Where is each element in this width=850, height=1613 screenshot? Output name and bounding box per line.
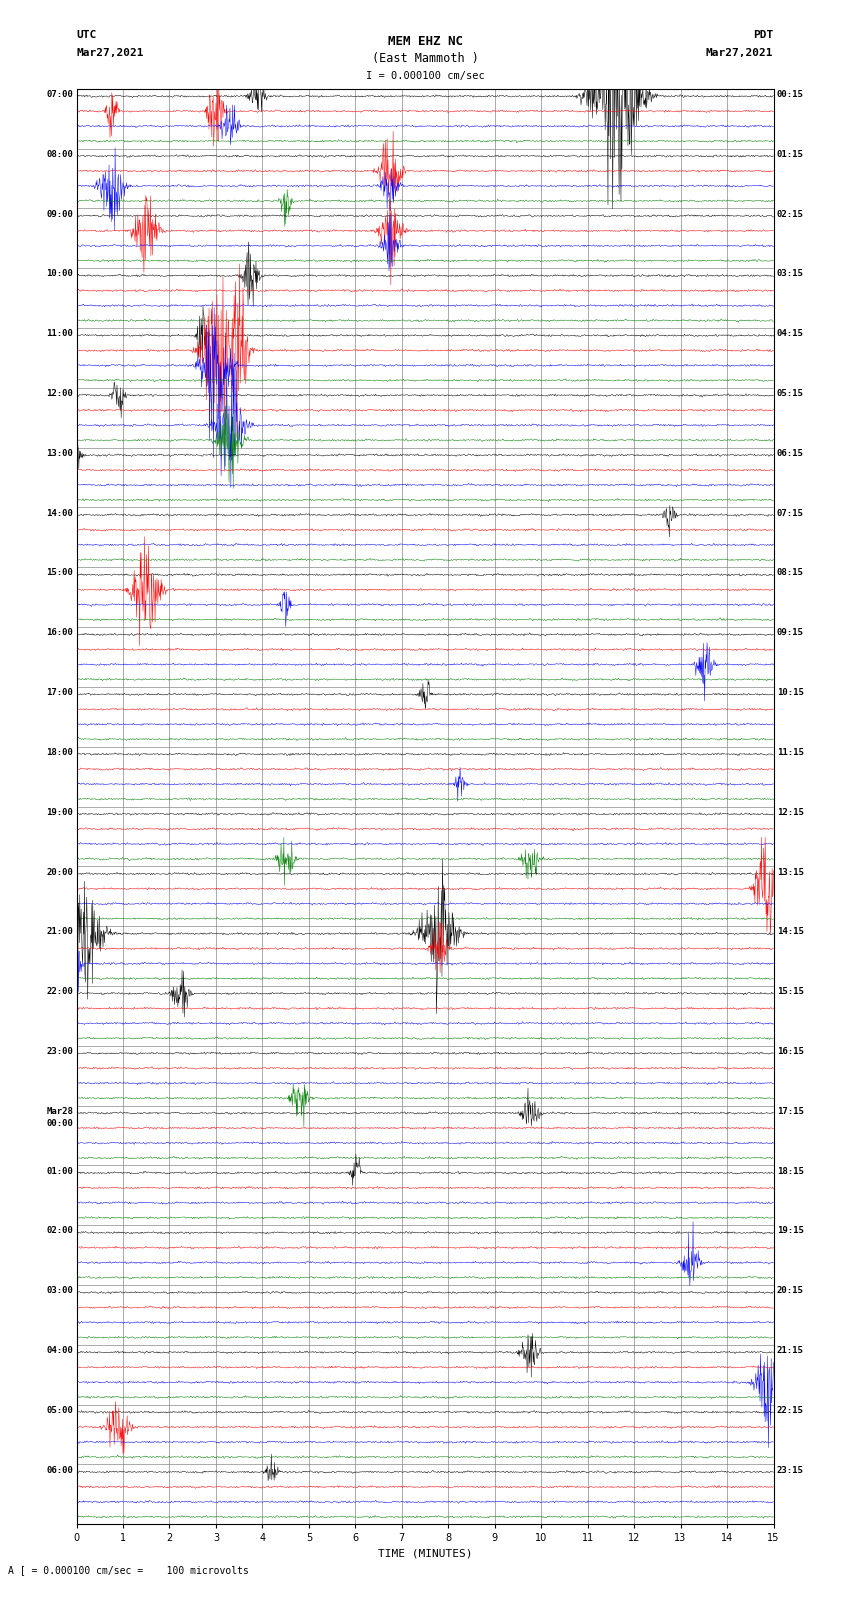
Text: 01:15: 01:15 — [777, 150, 804, 158]
Text: 03:15: 03:15 — [777, 269, 804, 279]
Text: 02:15: 02:15 — [777, 210, 804, 218]
Text: 20:15: 20:15 — [777, 1286, 804, 1295]
Text: 12:00: 12:00 — [46, 389, 73, 398]
Text: Mar28: Mar28 — [46, 1107, 73, 1116]
Text: 05:15: 05:15 — [777, 389, 804, 398]
Text: PDT: PDT — [753, 31, 774, 40]
Text: 23:15: 23:15 — [777, 1466, 804, 1474]
Text: 10:15: 10:15 — [777, 689, 804, 697]
Text: 10:00: 10:00 — [46, 269, 73, 279]
Text: 18:15: 18:15 — [777, 1166, 804, 1176]
Text: MEM EHZ NC: MEM EHZ NC — [388, 35, 462, 48]
Text: 22:00: 22:00 — [46, 987, 73, 997]
Text: I = 0.000100 cm/sec: I = 0.000100 cm/sec — [366, 71, 484, 81]
Text: A [ = 0.000100 cm/sec =    100 microvolts: A [ = 0.000100 cm/sec = 100 microvolts — [8, 1565, 249, 1574]
Text: 04:00: 04:00 — [46, 1345, 73, 1355]
Text: 07:00: 07:00 — [46, 90, 73, 98]
Text: 00:15: 00:15 — [777, 90, 804, 98]
Text: 04:15: 04:15 — [777, 329, 804, 339]
Text: 00:00: 00:00 — [46, 1119, 73, 1127]
Text: 12:15: 12:15 — [777, 808, 804, 816]
Text: 19:00: 19:00 — [46, 808, 73, 816]
Text: 19:15: 19:15 — [777, 1226, 804, 1236]
Text: 17:15: 17:15 — [777, 1107, 804, 1116]
Text: 06:00: 06:00 — [46, 1466, 73, 1474]
Text: UTC: UTC — [76, 31, 97, 40]
Text: 06:15: 06:15 — [777, 448, 804, 458]
Text: 14:00: 14:00 — [46, 508, 73, 518]
Text: 13:15: 13:15 — [777, 868, 804, 876]
Text: 23:00: 23:00 — [46, 1047, 73, 1057]
Text: 01:00: 01:00 — [46, 1166, 73, 1176]
Text: 20:00: 20:00 — [46, 868, 73, 876]
Text: 02:00: 02:00 — [46, 1226, 73, 1236]
Text: 15:00: 15:00 — [46, 568, 73, 577]
X-axis label: TIME (MINUTES): TIME (MINUTES) — [377, 1548, 473, 1558]
Text: 08:15: 08:15 — [777, 568, 804, 577]
Text: 03:00: 03:00 — [46, 1286, 73, 1295]
Text: 05:00: 05:00 — [46, 1407, 73, 1415]
Text: (East Mammoth ): (East Mammoth ) — [371, 52, 479, 65]
Text: 17:00: 17:00 — [46, 689, 73, 697]
Text: 08:00: 08:00 — [46, 150, 73, 158]
Text: Mar27,2021: Mar27,2021 — [76, 48, 144, 58]
Text: 07:15: 07:15 — [777, 508, 804, 518]
Text: 09:00: 09:00 — [46, 210, 73, 218]
Text: 21:00: 21:00 — [46, 927, 73, 936]
Text: 13:00: 13:00 — [46, 448, 73, 458]
Text: 22:15: 22:15 — [777, 1407, 804, 1415]
Text: 16:00: 16:00 — [46, 627, 73, 637]
Text: 09:15: 09:15 — [777, 627, 804, 637]
Text: 15:15: 15:15 — [777, 987, 804, 997]
Text: 14:15: 14:15 — [777, 927, 804, 936]
Text: 16:15: 16:15 — [777, 1047, 804, 1057]
Text: 11:00: 11:00 — [46, 329, 73, 339]
Text: 21:15: 21:15 — [777, 1345, 804, 1355]
Text: Mar27,2021: Mar27,2021 — [706, 48, 774, 58]
Text: 18:00: 18:00 — [46, 748, 73, 756]
Text: 11:15: 11:15 — [777, 748, 804, 756]
